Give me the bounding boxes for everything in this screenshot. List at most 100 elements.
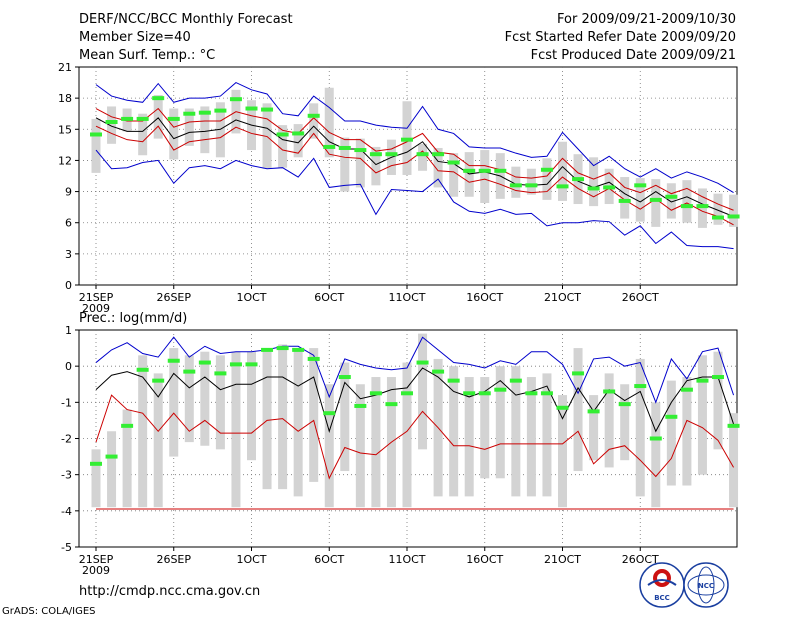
median-marker — [665, 414, 678, 419]
median-marker — [618, 402, 631, 407]
box-bar — [682, 377, 692, 486]
box-bar — [495, 366, 505, 479]
box-bar — [340, 137, 350, 192]
ncc-logo-label: NCC — [698, 582, 714, 590]
median-marker — [198, 360, 211, 365]
box-bar — [355, 384, 365, 508]
box-bar — [589, 157, 599, 207]
median-marker — [556, 184, 569, 189]
box-bar — [91, 449, 101, 508]
median-marker — [618, 198, 631, 203]
median-marker — [136, 367, 149, 372]
box-bar — [293, 124, 303, 158]
x-tick-label: 11OCT — [388, 553, 425, 566]
box-bar — [729, 194, 739, 227]
box-bar — [107, 106, 117, 144]
prec-panel-title: Prec.: log(mm/d) — [79, 311, 188, 326]
median-marker — [369, 152, 382, 157]
median-marker — [432, 369, 445, 374]
precipitation-panel: -5 -4 -3 -2 -1 0 1 21SEP 26SEP 1OCT 6OCT 11OCT 16OCT… — [61, 324, 740, 577]
median-marker — [727, 423, 740, 428]
median-marker — [121, 423, 134, 428]
median-marker — [401, 137, 413, 142]
median-marker — [214, 371, 227, 376]
source-url[interactable]: http://cmdp.ncc.cma.gov.cn — [79, 584, 261, 599]
median-marker — [245, 106, 258, 111]
y-tick-label: 9 — [65, 186, 72, 199]
box-bar — [215, 102, 225, 158]
spread-upper-line — [95, 107, 734, 211]
box-bar — [697, 188, 707, 228]
median-marker — [680, 204, 693, 209]
median-marker — [494, 168, 507, 173]
box-bar — [666, 380, 676, 486]
x-tick-label: 26OCT — [622, 291, 659, 304]
min-line — [95, 149, 734, 250]
x-tick-label: 11OCT — [388, 291, 425, 304]
median-marker — [463, 391, 476, 396]
median-marker — [572, 177, 585, 182]
box-bar — [262, 348, 272, 490]
box-bar — [231, 351, 241, 508]
median-marker — [214, 108, 227, 113]
box-bar — [558, 141, 567, 201]
box-bar — [558, 395, 567, 508]
box-bar — [418, 143, 428, 171]
box-bar — [107, 431, 117, 508]
x-tick-label: 21SEP — [79, 553, 114, 566]
median-marker — [354, 148, 367, 153]
box-bar — [184, 355, 194, 443]
median-marker — [634, 384, 647, 389]
box-bar — [682, 180, 692, 223]
median-marker — [587, 186, 600, 191]
median-marker — [680, 387, 693, 392]
y-tick-label: 21 — [58, 61, 72, 74]
y-tick-label: -1 — [61, 396, 72, 409]
median-marker — [152, 378, 165, 383]
x-tick-label: 1OCT — [236, 291, 266, 304]
median-marker — [447, 378, 460, 383]
median-marker — [183, 111, 196, 116]
median-marker — [603, 389, 616, 394]
box-bar — [573, 348, 583, 472]
box-bar — [371, 377, 381, 508]
median-marker — [696, 378, 709, 383]
median-marker — [229, 362, 242, 367]
y-tick-label: 15 — [58, 123, 72, 136]
median-marker — [198, 110, 211, 115]
median-marker — [338, 375, 351, 380]
box-bar — [138, 355, 148, 508]
median-marker — [292, 131, 305, 136]
median-marker — [152, 96, 165, 101]
box-bar — [449, 153, 459, 197]
mean-line — [95, 117, 734, 217]
x-tick-label: 26OCT — [622, 553, 659, 566]
median-marker — [509, 378, 522, 383]
y-tick-label: 12 — [58, 154, 72, 167]
max-line — [95, 81, 734, 194]
median-marker — [121, 116, 134, 121]
median-marker — [525, 183, 538, 188]
median-marker — [649, 436, 662, 441]
box-bar — [153, 373, 163, 508]
y-tick-label: -5 — [61, 541, 72, 554]
box-bar — [324, 384, 334, 508]
median-marker — [276, 132, 289, 137]
bcc-logo-label: BCC — [654, 594, 670, 602]
grads-credit: GrADS: COLA/IGES — [2, 606, 96, 617]
median-marker — [385, 402, 398, 407]
x-tick-label: 6OCT — [314, 291, 344, 304]
median-marker — [385, 152, 398, 157]
box-bar — [153, 95, 163, 139]
median-marker — [167, 358, 180, 363]
box-bar — [620, 177, 630, 219]
box-bar — [713, 193, 723, 225]
box-bar — [666, 183, 676, 219]
box-bar — [526, 168, 536, 195]
max-line — [95, 336, 735, 404]
produced-date: Fcst Produced Date 2009/09/21 — [530, 48, 736, 63]
median-marker — [276, 346, 289, 351]
median-marker — [136, 116, 149, 121]
member-size: Member Size=40 — [79, 30, 191, 45]
